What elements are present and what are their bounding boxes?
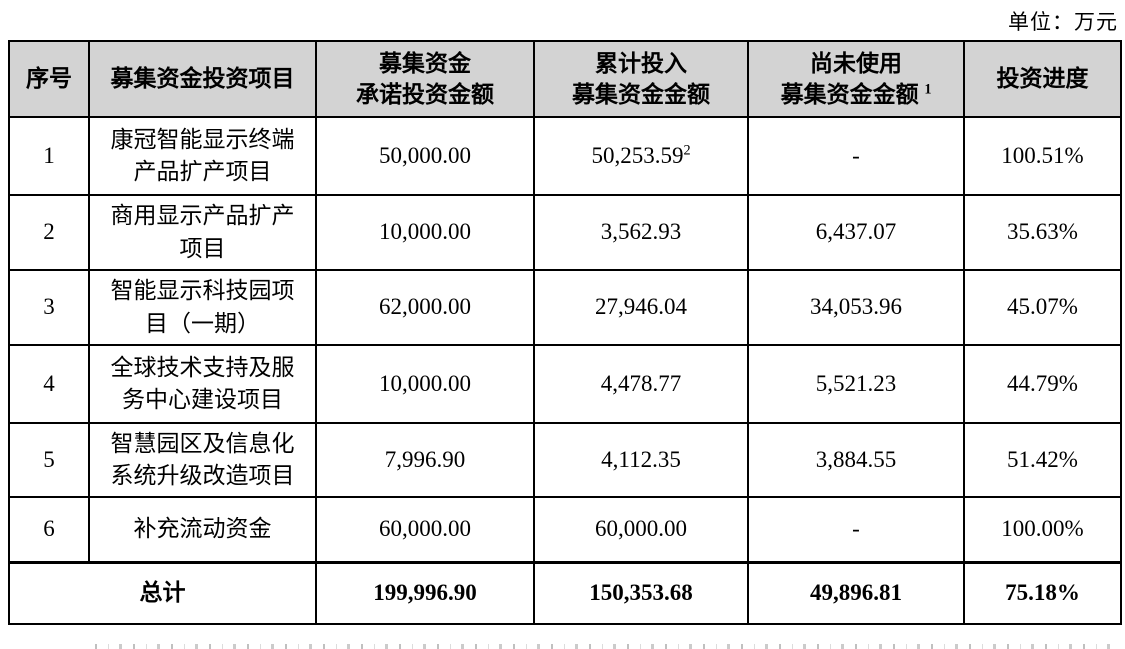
- table-row: 6 补充流动资金 60,000.00 60,000.00 - 100.00%: [8, 496, 1122, 564]
- total-row: 总计 199,996.90 150,353.68 49,896.81 75.18…: [8, 561, 1122, 625]
- cell-index: 3: [8, 269, 90, 346]
- header-unused-footnote-marker: 1: [924, 81, 932, 98]
- cell-committed: 10,000.00: [315, 194, 535, 271]
- header-unused-line2-text: 募集资金金额: [780, 82, 919, 107]
- cell-committed: 7,996.90: [315, 422, 535, 498]
- fundraising-investment-table: 序号 募集资金投资项目 募集资金 承诺投资金额 累计投入 募集资金金额 尚未使用…: [8, 40, 1122, 625]
- header-committed: 募集资金 承诺投资金额: [315, 40, 535, 118]
- cell-unused: 5,521.23: [747, 344, 965, 424]
- cell-project: 补充流动资金: [88, 496, 317, 564]
- header-progress: 投资进度: [963, 40, 1122, 118]
- cell-project: 康冠智能显示终端 产品扩产项目: [88, 116, 317, 196]
- cell-invested: 50,253.592: [533, 116, 749, 196]
- cell-project: 智能显示科技园项 目（一期）: [88, 269, 317, 346]
- total-label: 总计: [8, 561, 317, 625]
- header-invested-line2: 募集资金金额: [572, 82, 710, 107]
- total-progress: 75.18%: [963, 561, 1122, 625]
- cell-invested: 27,946.04: [533, 269, 749, 346]
- header-unused-line2: 募集资金金额 1: [751, 79, 961, 110]
- cell-committed: 50,000.00: [315, 116, 535, 196]
- cell-index: 5: [8, 422, 90, 498]
- header-invested-line1: 累计投入: [595, 50, 687, 76]
- cell-invested-footnote-marker: 2: [683, 142, 691, 159]
- unit-label: 单位：万元: [1008, 10, 1118, 34]
- cell-index: 4: [8, 344, 90, 424]
- header-invested: 累计投入 募集资金金额: [533, 40, 749, 118]
- table-row: 4 全球技术支持及服 务中心建设项目 10,000.00 4,478.77 5,…: [8, 344, 1122, 424]
- cell-invested: 4,112.35: [533, 422, 749, 498]
- table-row: 1 康冠智能显示终端 产品扩产项目 50,000.00 50,253.592 -…: [8, 116, 1122, 196]
- cell-unused: 34,053.96: [747, 269, 965, 346]
- header-unused-line1: 尚未使用: [810, 50, 902, 76]
- table-row: 5 智慧园区及信息化 系统升级改造项目 7,996.90 4,112.35 3,…: [8, 422, 1122, 498]
- cell-index: 6: [8, 496, 90, 564]
- cell-invested: 3,562.93: [533, 194, 749, 271]
- cell-unused: 6,437.07: [747, 194, 965, 271]
- table-row: 3 智能显示科技园项 目（一期） 62,000.00 27,946.04 34,…: [8, 269, 1122, 346]
- cell-invested: 4,478.77: [533, 344, 749, 424]
- cell-progress: 51.42%: [963, 422, 1122, 498]
- table-header-row: 序号 募集资金投资项目 募集资金 承诺投资金额 累计投入 募集资金金额 尚未使用…: [8, 40, 1122, 118]
- header-committed-line1: 募集资金: [379, 50, 471, 76]
- cell-committed: 60,000.00: [315, 496, 535, 564]
- cell-progress: 44.79%: [963, 344, 1122, 424]
- cell-progress: 100.00%: [963, 496, 1122, 564]
- header-index: 序号: [8, 40, 90, 118]
- total-unused: 49,896.81: [747, 561, 965, 625]
- header-unused: 尚未使用 募集资金金额 1: [747, 40, 965, 118]
- cell-committed: 10,000.00: [315, 344, 535, 424]
- cell-project: 商用显示产品扩产 项目: [88, 194, 317, 271]
- table-row: 2 商用显示产品扩产 项目 10,000.00 3,562.93 6,437.0…: [8, 194, 1122, 271]
- cell-project: 全球技术支持及服 务中心建设项目: [88, 344, 317, 424]
- cell-unused: 3,884.55: [747, 422, 965, 498]
- total-invested: 150,353.68: [533, 561, 749, 625]
- cell-unused: -: [747, 116, 965, 196]
- cell-invested: 60,000.00: [533, 496, 749, 564]
- cell-committed: 62,000.00: [315, 269, 535, 346]
- cell-unused: -: [747, 496, 965, 564]
- cell-progress: 35.63%: [963, 194, 1122, 271]
- cell-invested-value: 50,253.59: [591, 142, 684, 168]
- cell-index: 2: [8, 194, 90, 271]
- cell-progress: 45.07%: [963, 269, 1122, 346]
- clipped-footnote-line: [95, 644, 1120, 649]
- header-committed-line2: 承诺投资金额: [356, 82, 494, 107]
- total-committed: 199,996.90: [315, 561, 535, 625]
- cell-progress: 100.51%: [963, 116, 1122, 196]
- cell-index: 1: [8, 116, 90, 196]
- header-project: 募集资金投资项目: [88, 40, 317, 118]
- cell-project: 智慧园区及信息化 系统升级改造项目: [88, 422, 317, 498]
